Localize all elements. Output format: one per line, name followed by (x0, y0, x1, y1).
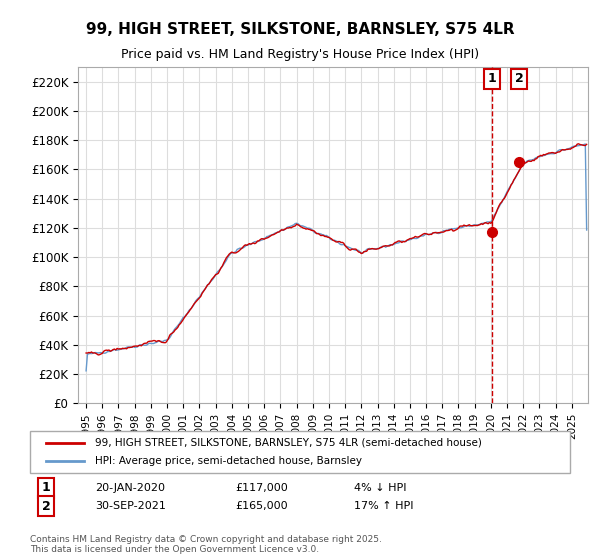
Text: 20-JAN-2020: 20-JAN-2020 (95, 483, 165, 493)
Text: 99, HIGH STREET, SILKSTONE, BARNSLEY, S75 4LR: 99, HIGH STREET, SILKSTONE, BARNSLEY, S7… (86, 22, 514, 38)
Text: £117,000: £117,000 (235, 483, 288, 493)
Text: Contains HM Land Registry data © Crown copyright and database right 2025.
This d: Contains HM Land Registry data © Crown c… (30, 535, 382, 554)
Text: Price paid vs. HM Land Registry's House Price Index (HPI): Price paid vs. HM Land Registry's House … (121, 48, 479, 60)
Text: 2: 2 (515, 72, 524, 85)
Text: 17% ↑ HPI: 17% ↑ HPI (354, 501, 413, 511)
Text: 4% ↓ HPI: 4% ↓ HPI (354, 483, 407, 493)
Text: £165,000: £165,000 (235, 501, 288, 511)
Text: HPI: Average price, semi-detached house, Barnsley: HPI: Average price, semi-detached house,… (95, 456, 362, 466)
Text: 1: 1 (42, 481, 50, 494)
FancyBboxPatch shape (30, 431, 570, 473)
Text: 99, HIGH STREET, SILKSTONE, BARNSLEY, S75 4LR (semi-detached house): 99, HIGH STREET, SILKSTONE, BARNSLEY, S7… (95, 438, 482, 448)
Text: 1: 1 (487, 72, 496, 85)
Text: 2: 2 (42, 500, 50, 513)
Text: 30-SEP-2021: 30-SEP-2021 (95, 501, 166, 511)
